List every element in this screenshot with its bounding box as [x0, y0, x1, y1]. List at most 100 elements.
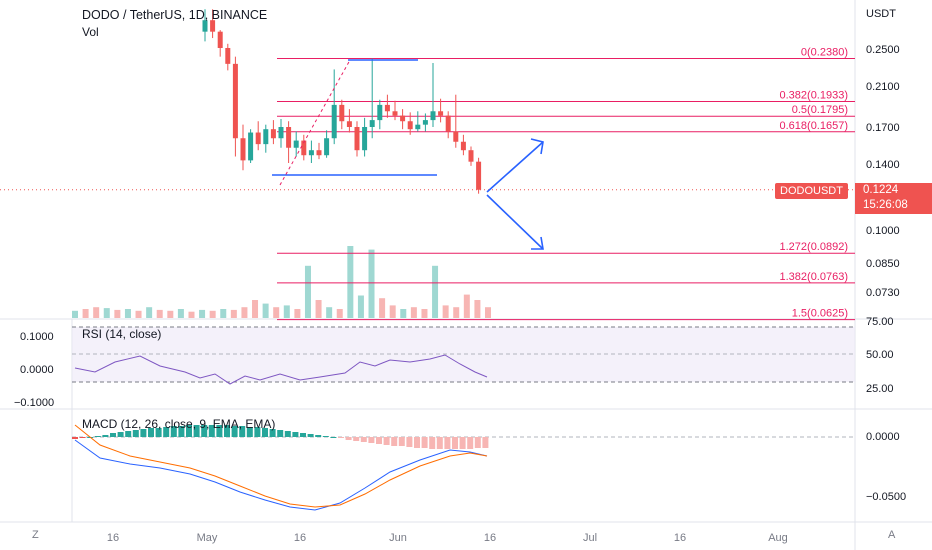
symbol-title: DODO / TetherUS, 1D, BINANCE [82, 8, 268, 22]
candle-body [369, 120, 375, 127]
macd-histogram-bar [315, 435, 322, 437]
volume-bar [135, 310, 142, 318]
candle-body [476, 161, 482, 190]
signal-line [74, 424, 488, 508]
macd-histogram-bar [467, 437, 474, 449]
volume-bar [347, 246, 354, 318]
volume-bar [379, 298, 386, 318]
macd-histogram-bar [269, 429, 276, 437]
last-price-value: 0.1224 [863, 184, 899, 196]
volume-bar [474, 300, 481, 318]
candle-body [430, 111, 436, 121]
candle-body [248, 132, 254, 161]
macd-histogram-bar [110, 433, 116, 437]
macd-histogram-bar [148, 428, 154, 437]
volume-bar [103, 308, 110, 318]
macd-histogram-bar [383, 437, 390, 445]
macd-histogram-bar [330, 437, 337, 438]
price-axis-tick: 0.1000 [866, 225, 900, 237]
volume-bar [177, 309, 184, 318]
volume-label: Vol [82, 25, 99, 39]
time-axis-label: May [197, 532, 218, 544]
time-axis-label: 16 [674, 532, 686, 544]
macd-histogram-bar [208, 425, 215, 437]
macd-histogram-bar [284, 431, 291, 437]
macd-histogram-bar [246, 427, 253, 437]
macd-histogram-bar [406, 437, 413, 447]
down-arrow-path [486, 194, 544, 250]
candle-body [263, 129, 269, 145]
volume-bar [389, 305, 396, 318]
macd-histogram-bar [231, 426, 238, 437]
candle-body [210, 20, 216, 32]
volume-bar [220, 309, 227, 318]
macd-histogram-bar [307, 434, 314, 437]
macd-histogram-bar [353, 437, 360, 441]
macd-histogram-bar [239, 426, 246, 437]
macd-histogram-bar [292, 432, 299, 437]
candle-body [384, 104, 390, 112]
fib-level-label: 0.5(0.1795) [792, 104, 848, 116]
macd-histogram-bar [72, 437, 78, 439]
rsi-line [74, 354, 488, 385]
time-axis-label: 16 [294, 532, 306, 544]
candle-body [438, 111, 444, 116]
macd-histogram-bar [391, 437, 398, 446]
volume-bar [453, 307, 460, 318]
candle-body [217, 31, 223, 48]
macd-line [74, 439, 488, 511]
up-arrow-path [486, 141, 544, 193]
candle-body [460, 141, 466, 151]
volume-bar [283, 305, 290, 318]
volume-bar [188, 311, 195, 318]
volume-bar [114, 309, 121, 318]
log-scale-toggle[interactable]: Z [32, 529, 39, 541]
macd-histogram-bar [429, 437, 436, 449]
fib-level-label: 0.382(0.1933) [780, 89, 849, 101]
candle-body [331, 104, 337, 139]
macd-histogram-bar [376, 437, 382, 444]
volume-bar [156, 309, 163, 318]
candle-body [453, 131, 459, 142]
macd-histogram-bar [201, 425, 208, 437]
candle-body [377, 104, 383, 121]
candle-body [392, 111, 398, 116]
time-axis-label: Aug [768, 532, 788, 544]
candle-body [202, 20, 208, 32]
candle-body [354, 127, 360, 151]
volume-bar [199, 309, 206, 318]
volume-bar [463, 294, 470, 318]
volume-bar [357, 295, 364, 318]
volume-bar [326, 307, 333, 318]
macd-label[interactable]: MACD (12, 26, close, 9, EMA, EMA) [82, 417, 276, 431]
macd-histogram-bar [132, 430, 139, 437]
rsi-label[interactable]: RSI (14, close) [82, 327, 162, 341]
down-arrow-head [531, 236, 544, 250]
macd-histogram-bar [482, 437, 489, 448]
candle-body [308, 150, 314, 156]
macd-histogram-bar [414, 437, 420, 448]
macd-histogram-bar [452, 437, 458, 449]
candle-body [301, 140, 307, 156]
volume-bar [230, 309, 237, 318]
fib-level-label: 1.382(0.0763) [780, 271, 849, 283]
macd-histogram-bar [300, 433, 306, 437]
fib-level-label: 0.618(0.1657) [780, 120, 849, 132]
macd-histogram-bar [224, 425, 230, 437]
macd-histogram-bar [262, 428, 268, 437]
bar-countdown: 15:26:08 [863, 199, 908, 211]
candle-body [415, 124, 421, 130]
volume-bar [368, 249, 375, 318]
price-axis-tick: 0.0730 [866, 287, 900, 299]
volume-bar [432, 265, 439, 318]
candle-body [225, 48, 231, 64]
macd-histogram-bar [368, 437, 375, 443]
volume-bar [262, 303, 269, 318]
volume-bar [82, 309, 89, 318]
macd-histogram-bar [79, 437, 86, 438]
volume-bar [304, 265, 311, 318]
macd-histogram-bar [436, 437, 443, 449]
macd-histogram-bar [398, 437, 405, 446]
auto-scale-toggle[interactable]: A [888, 529, 896, 541]
